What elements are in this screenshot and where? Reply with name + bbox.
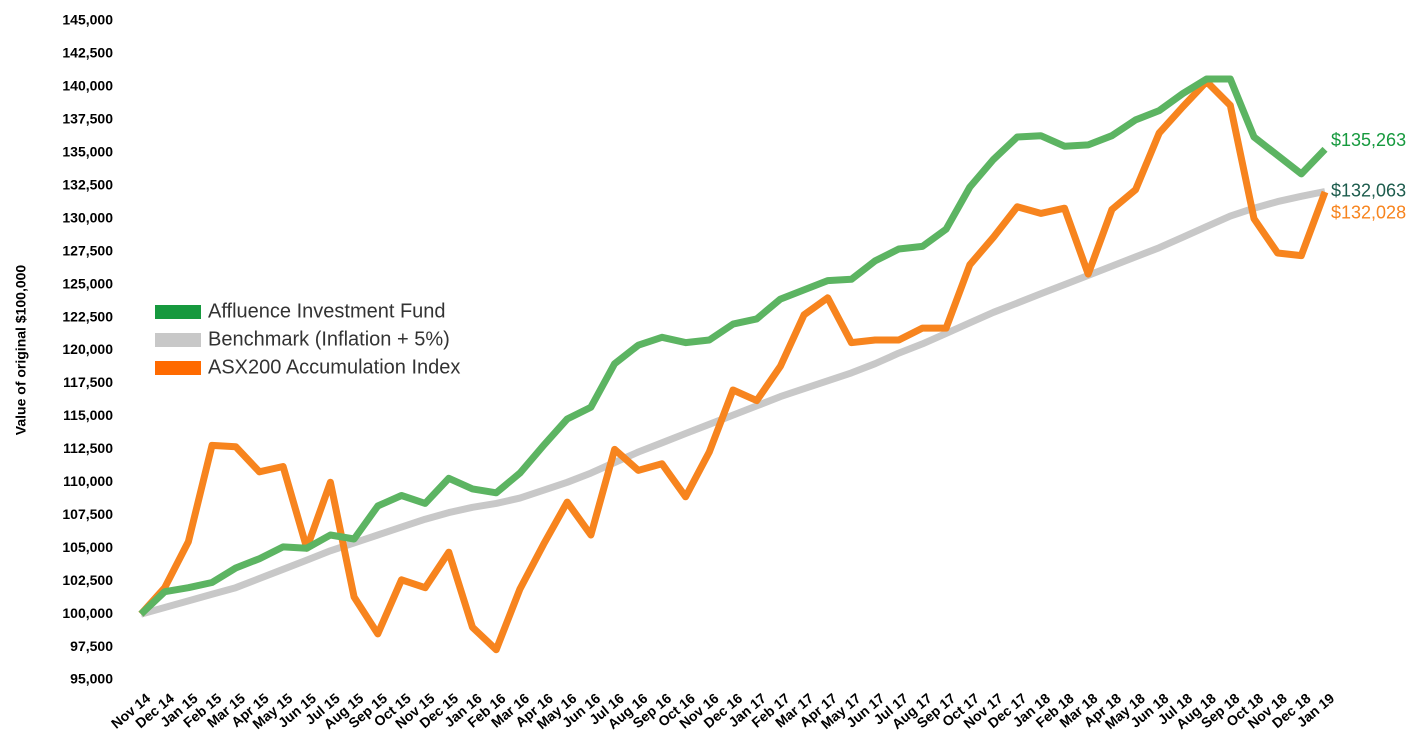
y-tick-label: 130,000 [62,209,113,225]
y-tick-label: 100,000 [62,605,113,621]
legend-label: Affluence Investment Fund [208,300,446,322]
end-label: $135,263 [1331,130,1406,150]
y-tick-label: 117,500 [63,374,113,390]
y-tick-label: 107,500 [62,506,113,522]
legend-swatch [155,333,201,347]
series-line [138,78,1329,654]
y-tick-label: 110,000 [63,473,113,489]
y-tick-label: 142,500 [62,45,113,61]
series-line [138,75,1328,617]
y-tick-label: 145,000 [62,12,113,28]
y-tick-label: 105,000 [62,539,113,555]
y-tick-label: 97,500 [70,638,113,654]
y-tick-label: 115,000 [63,407,113,423]
legend-label: ASX200 Accumulation Index [208,356,460,378]
legend-label: Benchmark (Inflation + 5%) [208,328,450,350]
y-tick-label: 122,500 [62,308,113,324]
y-tick-label: 112,500 [63,440,113,456]
series-line [140,188,1326,618]
y-tick-label: 132,500 [62,176,113,192]
y-tick-label: 95,000 [70,671,113,687]
y-tick-label: 137,500 [62,111,113,127]
end-label: $132,028 [1331,202,1406,222]
y-tick-label: 127,500 [62,242,113,258]
end-label: $132,063 [1331,180,1406,200]
y-tick-label: 102,500 [62,572,113,588]
legend-swatch [155,305,201,319]
legend-swatch [155,361,201,375]
y-tick-label: 135,000 [62,144,113,160]
y-tick-label: 125,000 [62,275,113,291]
y-tick-label: 120,000 [62,341,113,357]
y-axis-label: Value of original $100,000 [13,265,29,436]
y-tick-label: 140,000 [62,78,113,94]
